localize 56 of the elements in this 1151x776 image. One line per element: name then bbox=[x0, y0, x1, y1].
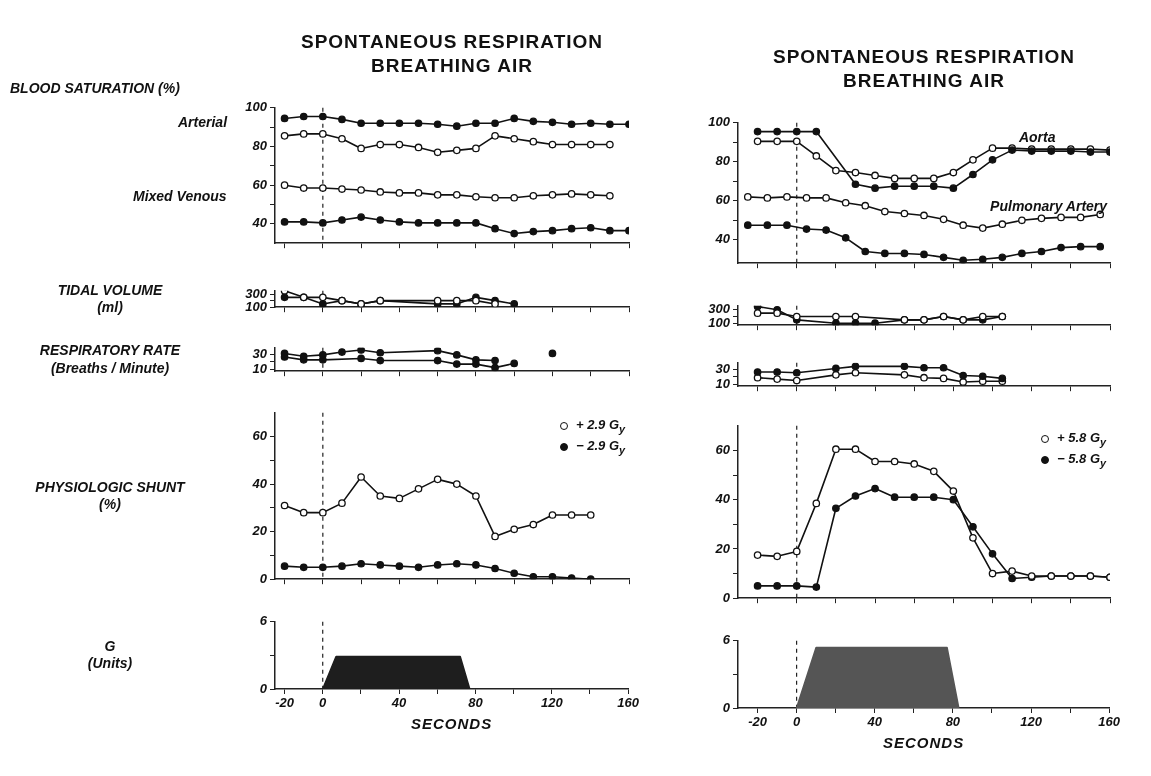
y-tick-label: 300 bbox=[708, 301, 731, 317]
y-tick-label: 0 bbox=[722, 589, 731, 605]
chart-title: SPONTANEOUS RESPIRATION BREATHING AIR bbox=[771, 44, 1076, 93]
x-tick-label: 160 bbox=[617, 695, 640, 711]
y-tick-label: 20 bbox=[251, 523, 268, 539]
y-tick-label: 6 bbox=[259, 613, 268, 629]
x-tick-label: -20 bbox=[748, 714, 768, 730]
x-tick-label: 120 bbox=[540, 695, 564, 711]
y-tick-label: 60 bbox=[252, 176, 268, 192]
y-tick-label: 40 bbox=[251, 475, 268, 491]
y-axis-title: BLOOD SATURATION (%) bbox=[10, 79, 180, 98]
y-tick-label: 0 bbox=[259, 680, 268, 696]
x-axis-title: SECONDS bbox=[881, 734, 966, 753]
y-tick-label: 20 bbox=[714, 540, 731, 556]
legend-label: + 5.8 G$_{y}$ bbox=[1057, 429, 1107, 448]
y-axis-title: RESPIRATORY RATE (Breaths / Minute) bbox=[38, 342, 182, 377]
y-tick-label: 40 bbox=[714, 491, 731, 507]
y-tick-label: 60 bbox=[252, 428, 268, 444]
y-tick-label: 40 bbox=[251, 215, 268, 231]
x-tick-label: 80 bbox=[945, 714, 961, 730]
x-tick-label: 120 bbox=[1020, 714, 1043, 730]
y-tick-label: 10 bbox=[715, 375, 731, 391]
chart-title: SPONTANEOUS RESPIRATION BREATHING AIR bbox=[299, 29, 604, 78]
y-tick-label: 60 bbox=[715, 192, 731, 208]
y-tick-label: 80 bbox=[715, 153, 731, 169]
y-tick-label: 100 bbox=[245, 99, 268, 115]
y-tick-label: 30 bbox=[252, 346, 268, 362]
annotation: Pulmonary Artery bbox=[990, 198, 1108, 216]
x-tick-label: -20 bbox=[275, 695, 295, 711]
y-tick-label: 40 bbox=[714, 231, 731, 247]
y-tick-label: 10 bbox=[252, 360, 268, 376]
x-tick-label: 0 bbox=[792, 714, 801, 730]
y-tick-label: 30 bbox=[715, 361, 731, 377]
x-axis-title: SECONDS bbox=[409, 715, 494, 734]
y-tick-label: 100 bbox=[708, 114, 731, 130]
y-axis-title: TIDAL VOLUME (ml) bbox=[56, 281, 164, 317]
y-tick-label: 0 bbox=[259, 570, 268, 586]
legend-label: + 2.9 G$_{y}$ bbox=[576, 416, 626, 435]
x-tick-label: 40 bbox=[390, 695, 408, 711]
y-tick-label: 100 bbox=[245, 298, 268, 314]
legend-label: − 2.9 G$_{y}$ bbox=[576, 438, 626, 456]
x-tick-label: 80 bbox=[468, 695, 484, 711]
text: Mixed Venous bbox=[133, 188, 227, 206]
y-axis-title: G (Units) bbox=[86, 637, 134, 673]
y-tick-label: 300 bbox=[245, 285, 268, 301]
y-tick-label: 100 bbox=[708, 314, 731, 330]
x-tick-label: 40 bbox=[866, 714, 883, 730]
y-tick-label: 80 bbox=[252, 138, 268, 154]
y-tick-label: 6 bbox=[722, 632, 731, 648]
x-tick-label: 160 bbox=[1098, 714, 1121, 730]
y-tick-label: 60 bbox=[715, 442, 731, 458]
annotation: Aorta bbox=[1018, 129, 1056, 147]
text: Arterial bbox=[178, 113, 228, 132]
x-tick-label: 0 bbox=[319, 695, 328, 711]
legend-label: − 5.8 G$_{y}$ bbox=[1057, 451, 1107, 469]
y-axis-title: PHYSIOLOGIC SHUNT (%) bbox=[34, 478, 187, 514]
